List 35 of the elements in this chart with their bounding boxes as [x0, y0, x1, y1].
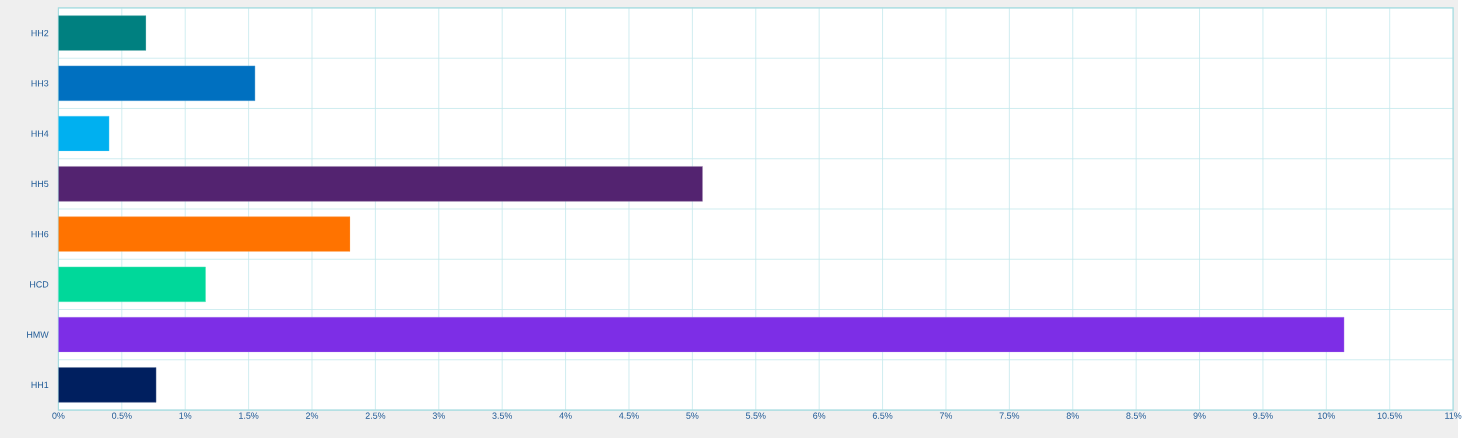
x-tick-label: 2% — [306, 412, 319, 419]
y-tick-label: HCD — [30, 281, 49, 288]
x-tick-label: 3% — [432, 412, 445, 419]
x-tick-label: 4.5% — [619, 412, 639, 419]
x-tick-label: 0.5% — [111, 412, 132, 419]
x-tick-label: 10% — [1318, 412, 1335, 419]
x-tick-label: 1% — [179, 412, 192, 419]
x-tick-label: 8% — [1066, 412, 1079, 419]
x-tick-label: 3.5% — [492, 412, 513, 419]
y-tick-label: HMW — [27, 331, 49, 338]
x-tick-label: 9% — [1193, 412, 1206, 419]
y-tick-label: HH5 — [31, 180, 49, 188]
y-tick-label: HH3 — [31, 80, 49, 87]
x-tick-label: 7% — [939, 412, 953, 419]
x-tick-label: 6% — [813, 412, 826, 419]
y-tick-label: HH2 — [31, 30, 49, 37]
x-tick-label: 9.5% — [1253, 412, 1273, 419]
x-tick-label: 1.5% — [239, 412, 259, 419]
x-tick-label: 6.5% — [872, 412, 893, 419]
x-tick-label: 4% — [559, 412, 572, 419]
x-tick-label: 7.5% — [999, 412, 1020, 419]
y-tick-label: HH6 — [31, 231, 49, 238]
bar — [58, 317, 1345, 353]
y-tick-label: HH1 — [31, 381, 49, 389]
x-tick-label: 5.5% — [745, 412, 766, 419]
bar — [58, 216, 351, 252]
bar — [58, 15, 147, 51]
y-tick-label: HH4 — [31, 130, 49, 137]
x-tick-label: 8.5% — [1126, 412, 1146, 419]
x-tick-label: 0% — [52, 412, 65, 419]
bar — [58, 115, 110, 152]
x-tick-label: 2.5% — [365, 412, 386, 419]
x-tick-label: 10.5% — [1377, 412, 1403, 419]
x-tick-label: 11% — [1445, 412, 1462, 419]
x-tick-label: 5% — [686, 412, 699, 419]
